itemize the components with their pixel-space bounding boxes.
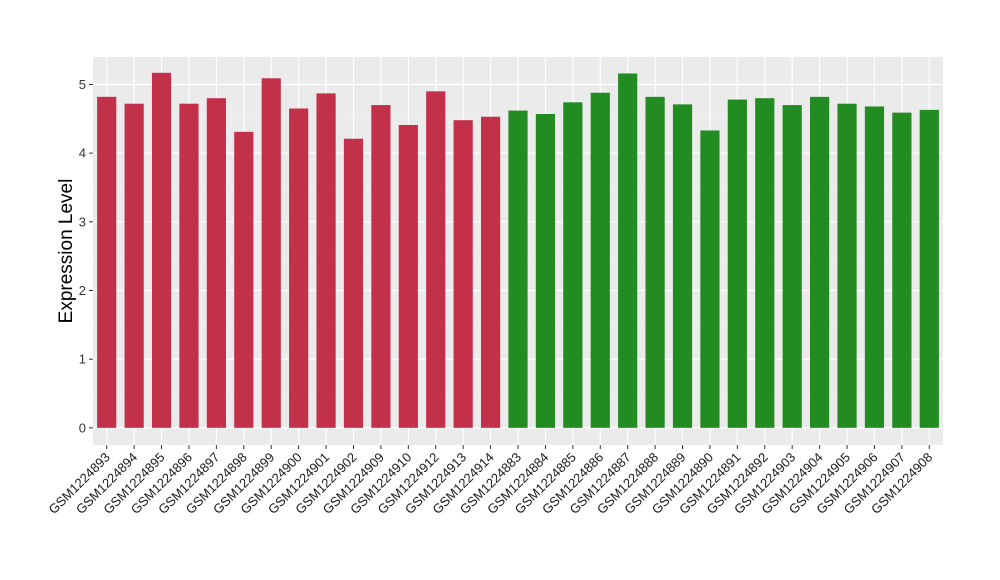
y-tick-label: 3 xyxy=(79,214,86,229)
bar xyxy=(590,92,610,428)
bar xyxy=(645,96,665,428)
bar xyxy=(563,102,583,428)
bar xyxy=(151,72,172,428)
y-tick-label: 0 xyxy=(79,420,86,435)
bar xyxy=(97,96,117,428)
bar xyxy=(837,103,857,428)
y-tick-label: 4 xyxy=(79,146,86,161)
bar xyxy=(535,113,556,428)
y-axis: 0 1 2 3 4 5 xyxy=(79,77,93,435)
x-axis: GSM1224893GSM1224894GSM1224895GSM1224896… xyxy=(45,445,935,517)
bar xyxy=(453,120,473,428)
bar xyxy=(892,112,912,428)
bar xyxy=(371,105,391,428)
bar xyxy=(316,93,336,428)
bar xyxy=(124,103,144,428)
bar xyxy=(426,91,446,428)
y-axis-title: Expression Level xyxy=(56,179,77,324)
bar xyxy=(508,110,528,428)
bar xyxy=(864,106,885,428)
bar xyxy=(179,103,199,428)
bar xyxy=(755,98,775,428)
bar xyxy=(782,105,802,428)
y-tick-label: 5 xyxy=(79,77,86,92)
bar xyxy=(480,116,501,428)
bar xyxy=(343,138,364,428)
y-tick-label: 2 xyxy=(79,283,86,298)
bar xyxy=(810,96,830,428)
bar xyxy=(700,130,720,428)
bar xyxy=(289,108,309,428)
bar xyxy=(234,131,254,428)
bar xyxy=(261,78,281,428)
bar xyxy=(672,104,693,428)
bar xyxy=(727,99,747,428)
bars xyxy=(97,72,939,428)
bar xyxy=(919,109,939,428)
bar xyxy=(618,73,638,428)
bar xyxy=(206,98,226,428)
y-tick-label: 1 xyxy=(79,352,86,367)
bar xyxy=(398,124,418,428)
